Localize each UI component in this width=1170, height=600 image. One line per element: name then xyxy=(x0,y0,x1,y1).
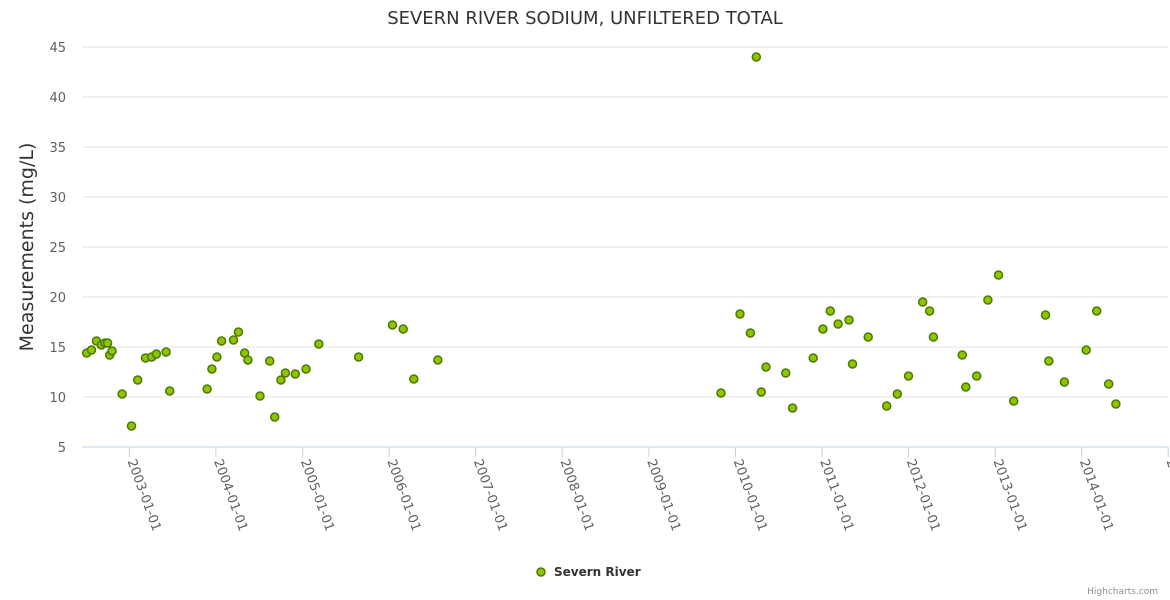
data-point[interactable] xyxy=(957,350,968,360)
data-point[interactable] xyxy=(255,391,265,401)
data-point[interactable] xyxy=(132,375,143,385)
y-tick-label: 25 xyxy=(49,241,66,256)
data-point[interactable] xyxy=(847,359,858,369)
data-point[interactable] xyxy=(928,332,939,342)
data-point[interactable] xyxy=(961,382,971,392)
data-point[interactable] xyxy=(892,389,903,399)
y-tick-label: 45 xyxy=(49,41,66,56)
data-point[interactable] xyxy=(881,401,892,411)
y-tick-label: 15 xyxy=(49,341,66,356)
y-tick-label: 35 xyxy=(49,141,66,156)
data-point[interactable] xyxy=(228,335,239,345)
legend-label-severn-river[interactable]: Severn River xyxy=(554,565,641,579)
data-point[interactable] xyxy=(276,375,286,385)
data-point[interactable] xyxy=(761,362,771,372)
data-point[interactable] xyxy=(117,389,127,399)
data-point[interactable] xyxy=(1091,306,1102,316)
data-point[interactable] xyxy=(735,309,745,319)
data-point[interactable] xyxy=(808,353,818,363)
y-axis-ticks: 5 10 15 20 25 30 35 40 45 xyxy=(49,41,66,456)
data-point[interactable] xyxy=(126,421,137,431)
y-tick-label: 30 xyxy=(49,191,66,206)
data-point[interactable] xyxy=(398,324,408,334)
data-point[interactable] xyxy=(1081,345,1091,355)
legend-marker-severn-river[interactable] xyxy=(536,567,546,577)
data-point[interactable] xyxy=(202,384,212,394)
credits-link[interactable]: Highcharts.com xyxy=(1087,587,1158,597)
data-point[interactable] xyxy=(844,315,854,325)
data-point[interactable] xyxy=(787,403,798,413)
data-point[interactable] xyxy=(1111,399,1121,409)
data-point[interactable] xyxy=(924,306,935,316)
data-point[interactable] xyxy=(745,328,756,338)
data-point[interactable] xyxy=(233,327,244,337)
data-point[interactable] xyxy=(212,352,222,362)
data-point[interactable] xyxy=(751,52,762,62)
data-point[interactable] xyxy=(314,339,324,349)
data-point[interactable] xyxy=(825,306,836,316)
data-point[interactable] xyxy=(433,355,443,365)
data-point[interactable] xyxy=(387,320,398,330)
data-point[interactable] xyxy=(264,356,275,366)
data-point[interactable] xyxy=(917,297,928,307)
y-tick-label: 10 xyxy=(49,391,66,406)
data-point[interactable] xyxy=(102,338,113,348)
legend[interactable]: Severn River xyxy=(536,565,641,579)
data-point[interactable] xyxy=(161,347,171,357)
data-point[interactable] xyxy=(243,355,253,365)
data-point[interactable] xyxy=(1044,356,1054,366)
data-point[interactable] xyxy=(207,364,217,374)
data-point[interactable] xyxy=(780,368,791,378)
data-point[interactable] xyxy=(1103,379,1114,389)
data-point[interactable] xyxy=(818,324,828,334)
data-point[interactable] xyxy=(151,349,162,359)
data-point[interactable] xyxy=(1040,310,1051,320)
data-point[interactable] xyxy=(301,364,311,374)
y-tick-label: 20 xyxy=(49,291,66,306)
data-point[interactable] xyxy=(280,368,291,378)
y-axis-title: Measurements (mg/L) xyxy=(16,143,38,352)
data-point[interactable] xyxy=(903,371,914,381)
data-point[interactable] xyxy=(269,412,280,422)
data-point[interactable] xyxy=(756,387,767,397)
data-point[interactable] xyxy=(216,336,227,346)
data-point[interactable] xyxy=(1008,396,1019,406)
data-point[interactable] xyxy=(164,386,175,396)
data-point[interactable] xyxy=(993,270,1004,280)
data-point[interactable] xyxy=(107,346,117,356)
data-point[interactable] xyxy=(863,332,873,342)
data-point[interactable] xyxy=(983,295,993,305)
data-point[interactable] xyxy=(1059,377,1070,387)
data-point[interactable] xyxy=(86,345,97,355)
data-points xyxy=(81,52,1121,431)
data-point[interactable] xyxy=(353,352,364,362)
data-point[interactable] xyxy=(290,369,301,379)
data-point[interactable] xyxy=(716,388,726,398)
chart-title: SEVERN RIVER SODIUM, UNFILTERED TOTAL xyxy=(387,8,783,29)
data-point[interactable] xyxy=(833,319,843,329)
data-point[interactable] xyxy=(971,371,982,381)
data-point[interactable] xyxy=(409,374,419,384)
y-tick-label: 40 xyxy=(49,91,66,106)
y-tick-label: 5 xyxy=(58,441,66,456)
